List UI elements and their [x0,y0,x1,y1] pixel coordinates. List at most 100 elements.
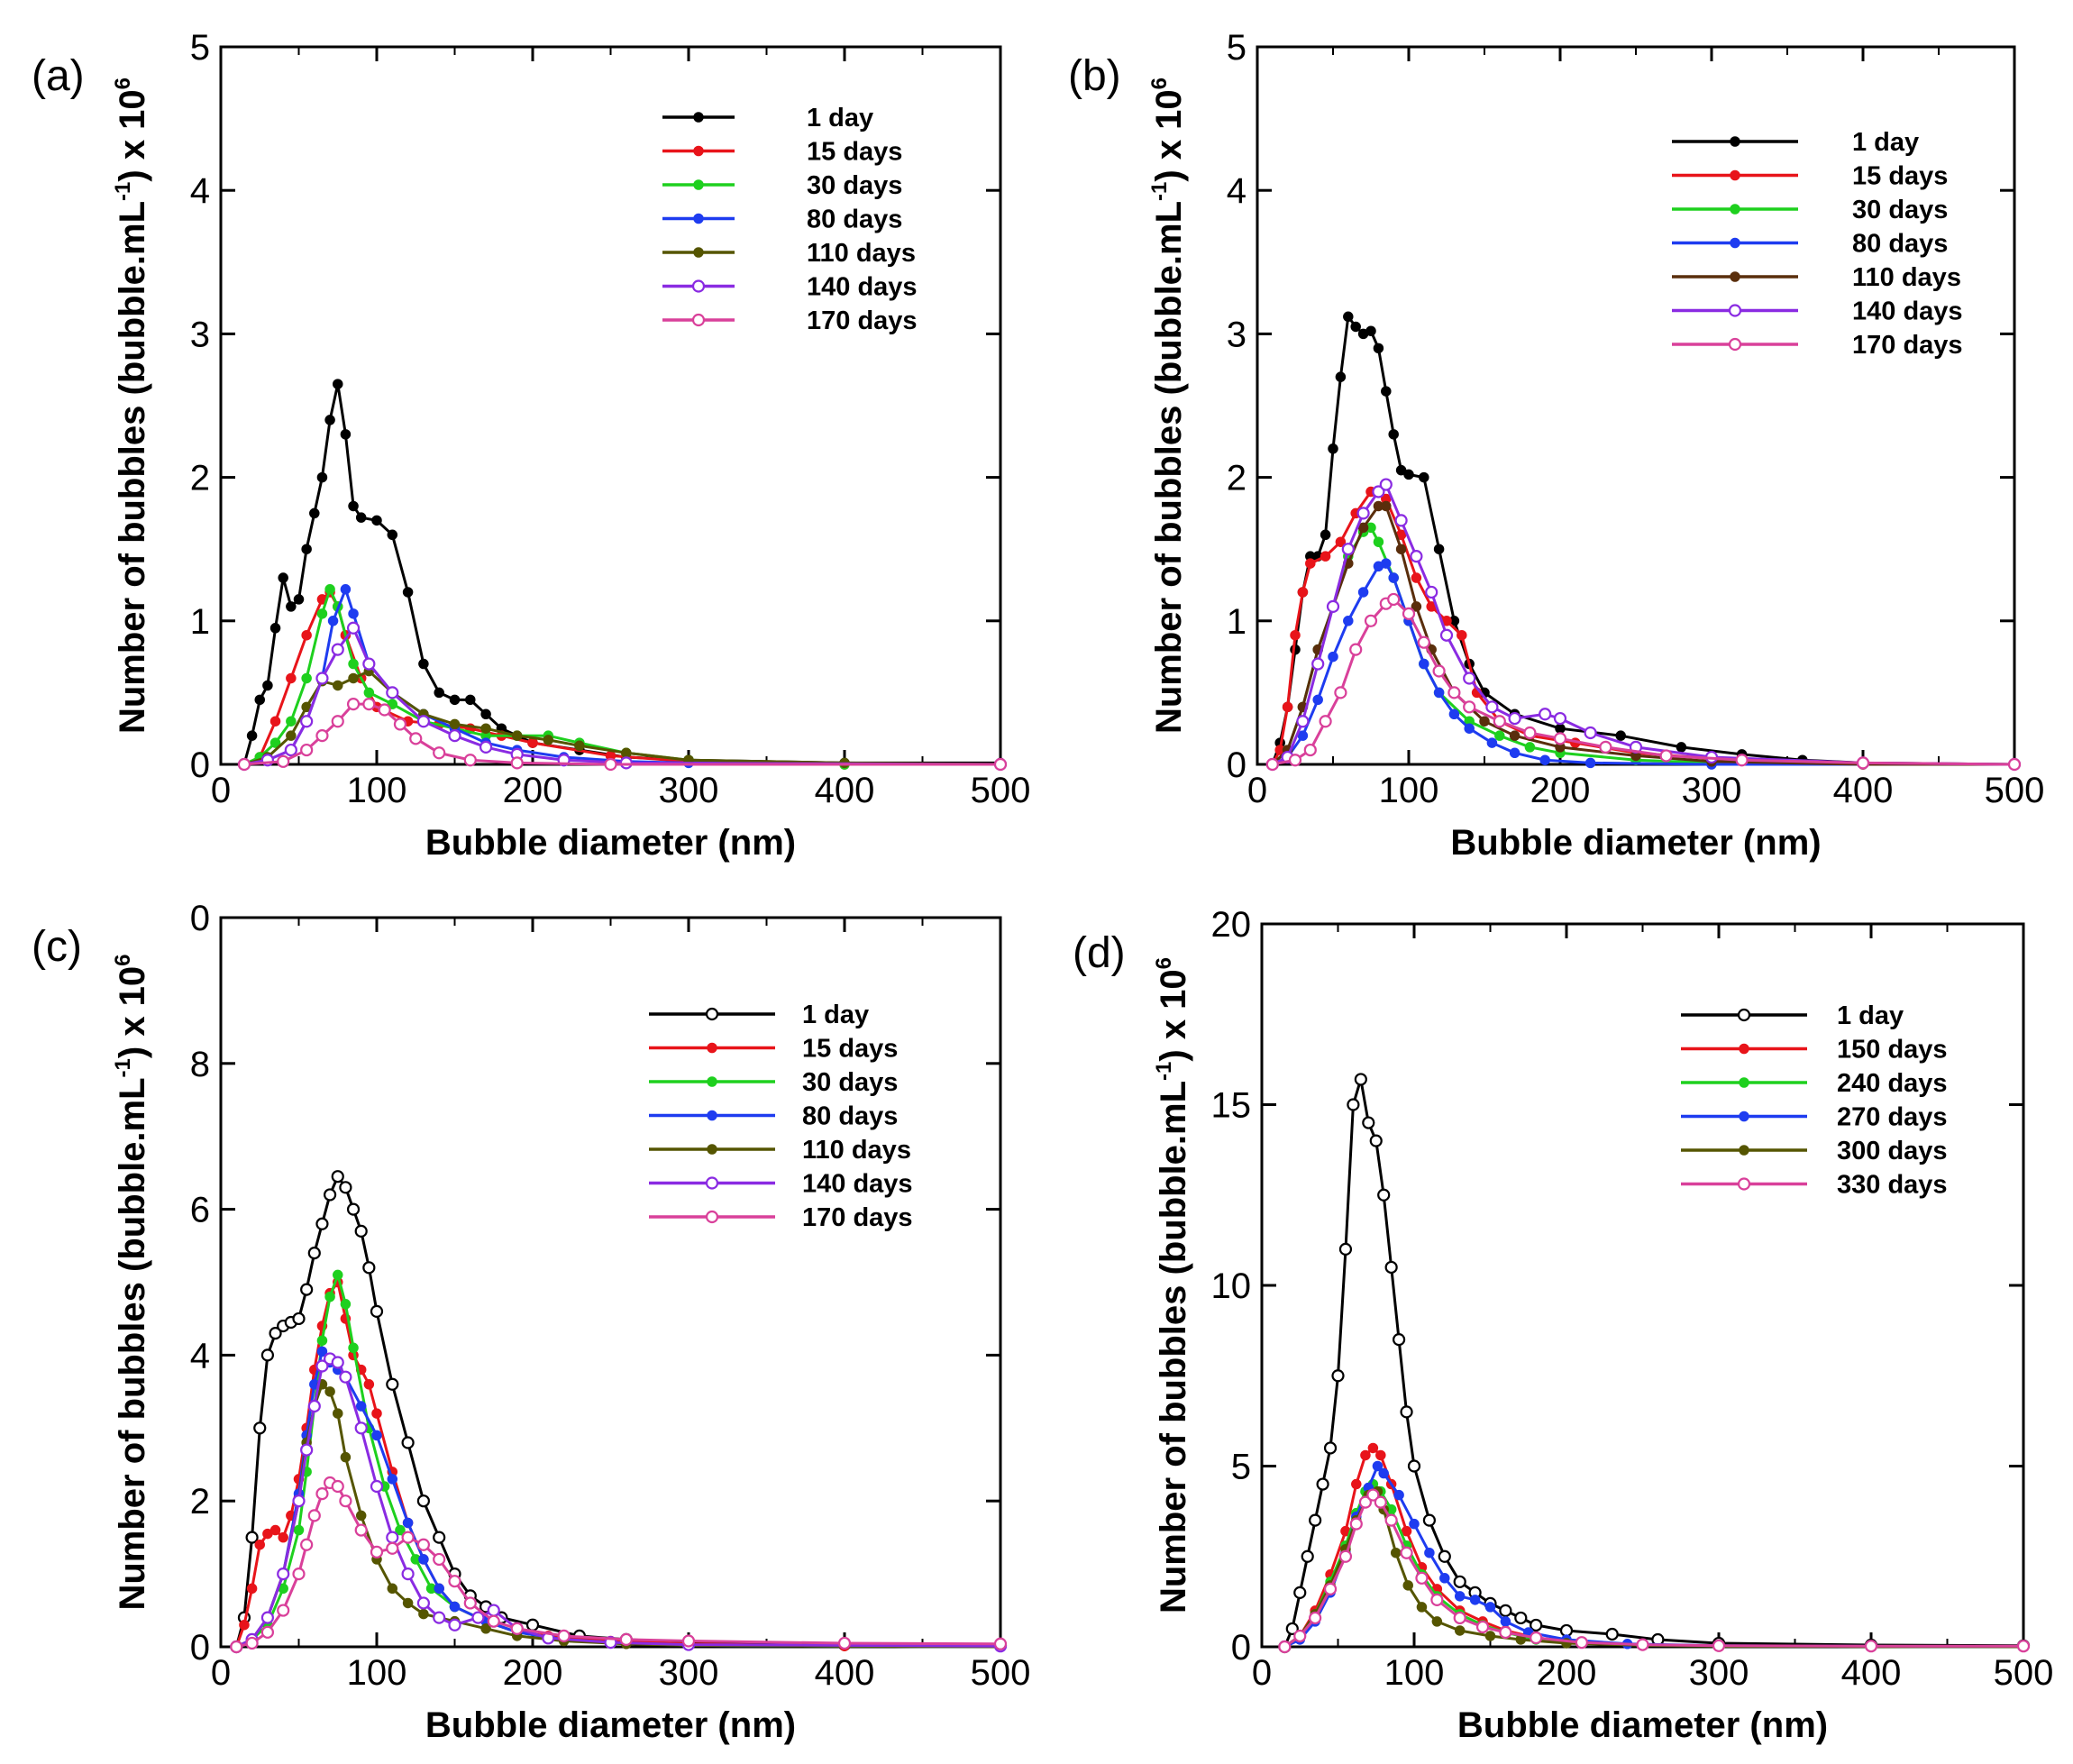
legend-marker [691,279,706,293]
data-point [1328,651,1338,663]
data-point [1358,1495,1373,1509]
data-point [681,1634,696,1648]
y-axis-title: Number of bubbles (bubble.mL-1) x 106 [111,954,152,1610]
legend-entry: 30 days [1672,196,1948,224]
series-110-days [239,665,1006,770]
legend-entry: 80 days [662,206,902,234]
series-1-day [230,1170,1008,1654]
x-tick-label: 200 [1530,771,1591,810]
data-point [409,732,423,745]
data-point [254,694,265,706]
data-point [1484,1602,1496,1613]
data-point [346,1202,361,1216]
data-point [1323,1582,1338,1595]
data-point [354,1421,368,1435]
data-point [370,1545,384,1558]
legend-entry: 1 day [649,1001,869,1029]
data-point [333,379,343,389]
data-point [269,623,281,634]
data-point [1343,616,1354,626]
data-point [307,1509,321,1522]
y-tick-label: 5 [1227,28,1247,68]
data-point [1293,1629,1307,1643]
data-point [1417,635,1430,649]
x-tick-label: 200 [1537,1653,1597,1693]
data-point [355,1510,367,1522]
data-point [1331,1369,1345,1383]
data-point [557,1629,571,1642]
data-point [510,756,524,770]
data-point [487,1614,500,1628]
series-170-days [237,698,1008,772]
data-point [1424,1547,1435,1558]
y-axis-title: Number of bubbles (bubble.mL-1) x 106 [111,78,152,734]
x-tick-label: 400 [1833,771,1894,810]
data-point [1508,711,1521,726]
legend-label: 1 day [807,104,873,133]
data-point [433,1531,446,1544]
data-point [1500,1616,1511,1627]
data-point [1402,607,1416,620]
data-point [340,1451,352,1463]
x-tick-label: 200 [503,771,563,810]
data-point [277,1604,290,1617]
x-tick-label: 300 [659,771,719,810]
legend-label: 30 days [802,1068,898,1097]
legend-marker [1730,204,1740,215]
data-point [1366,1488,1380,1502]
series-1-day [239,379,1006,770]
legend-label: 300 days [1837,1137,1948,1165]
data-point [316,471,328,483]
data-point [433,746,446,760]
data-point [1484,1631,1496,1641]
series-80-days [1267,558,2020,770]
data-point [2007,757,2022,772]
data-point [433,1552,446,1567]
data-point [1364,614,1378,627]
series-140-days [237,621,1008,772]
data-point [340,429,352,440]
data-point [1493,715,1506,728]
x-tick-label: 500 [971,1653,1031,1693]
data-point [1735,754,1749,767]
data-point [1469,1595,1481,1605]
data-point [1381,500,1392,512]
data-point [269,716,281,727]
data-point [1392,1333,1406,1347]
data-point [510,1622,524,1635]
data-point [315,1217,329,1230]
data-point [1338,1549,1353,1563]
data-point [449,694,461,706]
data-point [1290,629,1301,641]
legend-label: 330 days [1837,1171,1948,1200]
data-point [1676,742,1687,753]
data-point [286,601,297,612]
data-point [621,747,632,759]
data-point [348,658,359,670]
legend-entry: 1 day [1681,1001,1904,1030]
data-point [245,1531,259,1544]
data-point [331,643,344,656]
data-point [1278,1640,1292,1654]
y-tick-label: 1 [190,602,210,642]
data-point [348,608,359,619]
series-170-days [1265,592,2022,772]
data-point [260,1348,274,1362]
y-tick-label: 0 [190,1628,210,1668]
legend-label: 110 days [802,1136,911,1165]
legend-entry: 150 days [1681,1036,1948,1065]
data-point [1400,1405,1413,1419]
series-330-days [1278,1488,2031,1654]
data-point [1347,1098,1360,1111]
data-point [239,1619,250,1631]
data-point [1454,1591,1466,1602]
data-point [324,1386,335,1397]
data-point [1523,726,1537,740]
data-point [1393,1489,1404,1501]
data-point [1395,544,1407,554]
data-point [480,723,491,734]
data-point [378,703,391,717]
data-point [363,687,375,699]
x-tick-label: 400 [815,1653,875,1693]
data-point [1425,585,1438,599]
